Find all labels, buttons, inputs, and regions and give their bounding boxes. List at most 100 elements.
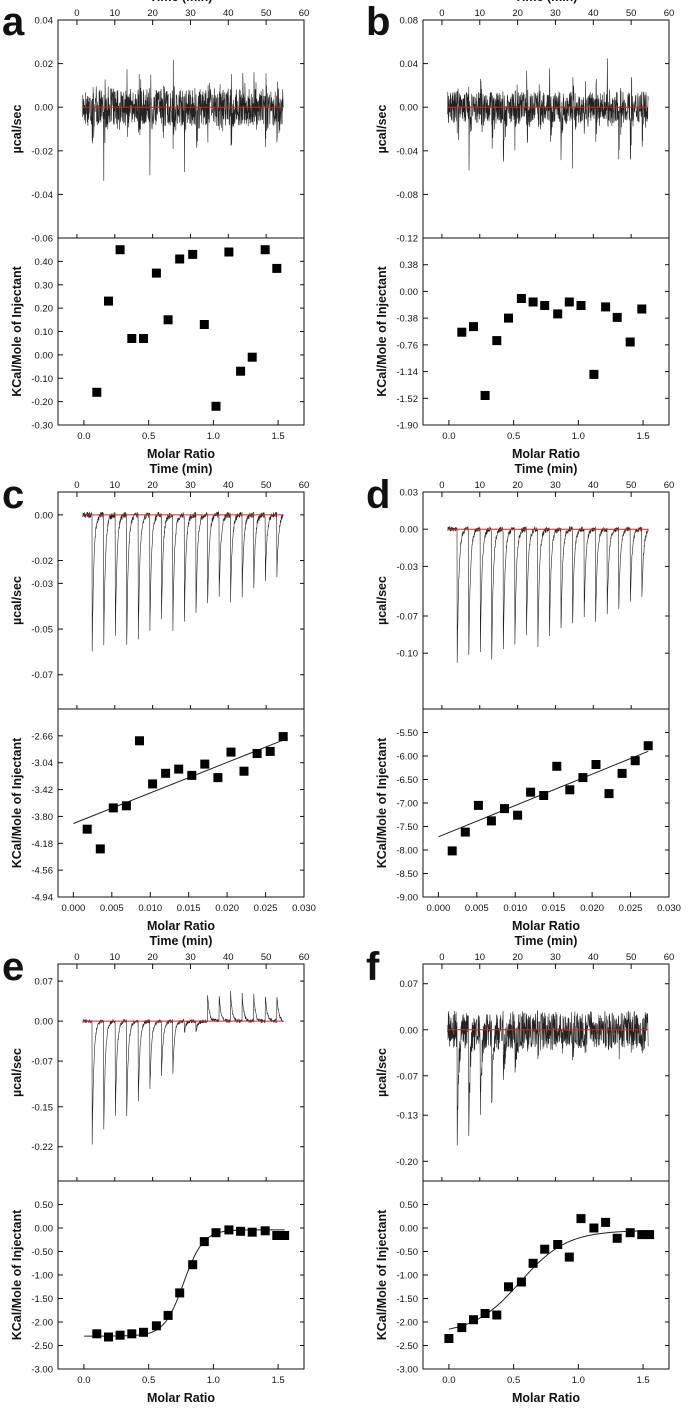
- ratio-tick-label-a: 0.5: [142, 431, 155, 442]
- time-tick-label-e: 60: [299, 952, 310, 963]
- data-point-f: [589, 1223, 599, 1233]
- enthalpy-tick-label-d: -5.50: [396, 728, 418, 739]
- ratio-tick-label-e: 1.0: [207, 1375, 220, 1386]
- data-point-c: [278, 732, 288, 742]
- power-tick-label-c: -0.02: [31, 556, 53, 567]
- time-tick-label-e: 20: [147, 952, 158, 963]
- power-tick-label-c: -0.05: [31, 625, 53, 636]
- time-tick-label-c: 0: [74, 480, 79, 491]
- ratio-tick-label-f: 0.0: [442, 1375, 455, 1386]
- enthalpy-tick-label-c: -4.18: [31, 839, 53, 850]
- power-tick-label-e: 0.00: [35, 1017, 54, 1028]
- data-point-d: [643, 741, 653, 751]
- time-axis-label-f: Time (min): [515, 934, 578, 948]
- time-tick-label-c: 20: [147, 480, 158, 491]
- ratio-tick-label-d: 0.010: [503, 903, 527, 914]
- power-tick-label-c: 0.00: [35, 510, 54, 521]
- enthalpy-tick-label-e: -1.50: [31, 1294, 53, 1305]
- time-tick-label-f: 20: [512, 952, 523, 963]
- enthalpy-tick-label-e: -2.00: [31, 1318, 53, 1329]
- enthalpy-tick-label-f: -2.00: [396, 1318, 418, 1329]
- power-tick-label-f: -0.13: [396, 1111, 418, 1122]
- enthalpy-axis-label-f: KCal/Mole of Injectant: [375, 1209, 389, 1340]
- enthalpy-tick-label-c: -4.56: [31, 866, 53, 877]
- data-point-c: [200, 759, 210, 769]
- data-point-d: [447, 846, 457, 856]
- time-tick-label-a: 60: [299, 8, 310, 19]
- data-point-b: [612, 312, 622, 322]
- data-point-d: [630, 756, 640, 766]
- power-tick-label-c: -0.03: [31, 579, 53, 590]
- data-point-d: [591, 760, 601, 769]
- top-plot-frame-d: [422, 491, 670, 710]
- ratio-tick-label-e: 1.5: [271, 1375, 284, 1386]
- top-plot-frame-f: [422, 963, 670, 1182]
- time-tick-label-a: 0: [74, 8, 79, 19]
- data-point-e: [151, 1321, 161, 1331]
- power-tick-label-c: -0.07: [31, 670, 53, 681]
- enthalpy-tick-label-d: -7.00: [396, 799, 418, 810]
- power-tick-label-a: -0.02: [31, 146, 53, 157]
- top-plot-frame-e: [57, 963, 305, 1182]
- enthalpy-axis-label-a: KCal/Mole of Injectant: [10, 265, 24, 396]
- power-axis-label-e: µcal/sec: [10, 1048, 24, 1097]
- ratio-tick-label-b: 0.5: [507, 431, 520, 442]
- data-point-f: [457, 1323, 467, 1333]
- data-point-c: [121, 801, 131, 811]
- data-point-b: [492, 336, 502, 346]
- enthalpy-tick-label-f: -3.00: [396, 1365, 418, 1376]
- data-point-c: [213, 773, 223, 783]
- data-point-a: [211, 401, 221, 411]
- data-point-e: [272, 1231, 282, 1240]
- ratio-axis-label-d: Molar Ratio: [512, 919, 580, 933]
- power-tick-label-b: 0.08: [400, 16, 419, 27]
- data-point-a: [139, 334, 148, 343]
- data-point-b: [540, 301, 550, 310]
- panel-letter-d: d: [366, 473, 391, 517]
- data-point-f: [528, 1258, 538, 1268]
- data-point-e: [139, 1327, 148, 1337]
- enthalpy-tick-label-c: -3.04: [31, 758, 53, 769]
- ratio-tick-label-b: 1.5: [636, 431, 649, 442]
- time-tick-label-c: 10: [109, 480, 120, 491]
- data-point-e: [115, 1330, 125, 1340]
- thermogram-trace-a: [82, 59, 284, 182]
- time-axis-label-c: Time (min): [150, 462, 213, 476]
- data-point-c: [108, 803, 118, 813]
- ratio-tick-label-d: 0.000: [426, 903, 450, 914]
- power-tick-label-f: -0.07: [396, 1071, 418, 1082]
- ratio-tick-label-d: 0.020: [580, 903, 604, 914]
- data-point-b: [528, 297, 538, 307]
- time-tick-label-d: 10: [474, 480, 485, 491]
- enthalpy-tick-label-f: 0.00: [400, 1224, 419, 1235]
- data-point-d: [539, 791, 549, 800]
- top-plot-frame-a: [57, 19, 305, 239]
- data-point-b: [469, 322, 478, 332]
- time-tick-label-d: 0: [439, 480, 444, 491]
- power-tick-label-d: -0.03: [396, 562, 418, 573]
- enthalpy-tick-label-c: -2.66: [31, 731, 53, 742]
- fit-curve-e: [83, 1229, 285, 1337]
- data-point-f: [637, 1230, 647, 1240]
- time-tick-label-a: 40: [223, 8, 234, 19]
- power-tick-label-a: -0.06: [31, 234, 53, 245]
- ratio-axis-label-c: Molar Ratio: [147, 919, 215, 933]
- data-point-d: [513, 810, 523, 820]
- enthalpy-axis-label-e: KCal/Mole of Injectant: [10, 1209, 24, 1340]
- power-axis-label-a: µcal/sec: [10, 105, 24, 154]
- data-point-f: [601, 1217, 611, 1227]
- time-tick-label-a: 20: [147, 8, 158, 19]
- power-tick-label-b: -0.12: [396, 234, 418, 245]
- ratio-tick-label-d: 0.005: [465, 903, 489, 914]
- data-point-b: [589, 369, 599, 379]
- enthalpy-tick-label-e: 0.00: [35, 1224, 54, 1235]
- data-point-c: [95, 844, 105, 854]
- enthalpy-tick-label-b: -1.14: [396, 367, 418, 378]
- bottom-plot-frame-b: [422, 237, 670, 426]
- ratio-tick-label-c: 0.015: [177, 903, 201, 914]
- power-tick-label-e: -0.22: [31, 1142, 53, 1153]
- data-point-a: [104, 296, 113, 306]
- data-point-b: [553, 309, 563, 319]
- data-point-d: [617, 768, 627, 778]
